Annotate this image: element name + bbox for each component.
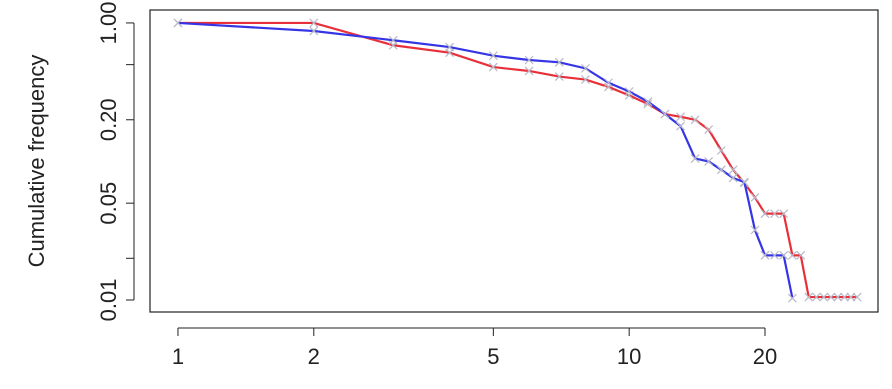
plot-frame bbox=[149, 9, 879, 313]
point-marker bbox=[760, 209, 770, 219]
point-marker bbox=[787, 293, 797, 303]
y-tick-label: 1.00 bbox=[96, 2, 121, 45]
point-marker bbox=[846, 292, 856, 302]
point-marker bbox=[624, 87, 634, 96]
point-marker bbox=[704, 157, 714, 166]
point-marker bbox=[690, 154, 700, 163]
point-marker bbox=[739, 177, 749, 187]
point-marker bbox=[704, 125, 714, 134]
point-marker bbox=[716, 146, 726, 155]
point-marker bbox=[770, 209, 779, 219]
point-marker bbox=[760, 250, 770, 260]
point-marker bbox=[643, 97, 653, 107]
series-line bbox=[177, 21, 858, 299]
point-marker bbox=[581, 75, 590, 85]
point-marker bbox=[811, 292, 821, 302]
point-marker bbox=[676, 112, 686, 122]
point-marker bbox=[750, 193, 760, 202]
point-marker bbox=[690, 115, 700, 125]
point-marker bbox=[779, 250, 789, 260]
point-marker bbox=[779, 209, 789, 219]
point-marker bbox=[309, 26, 319, 36]
point-marker bbox=[716, 165, 726, 175]
point-marker bbox=[826, 292, 836, 302]
point-marker bbox=[787, 250, 797, 260]
y-tick-label: 0.05 bbox=[96, 182, 121, 225]
point-marker bbox=[554, 57, 564, 67]
point-marker bbox=[445, 42, 455, 52]
point-marker bbox=[581, 63, 590, 73]
point-marker bbox=[676, 121, 686, 131]
point-marker bbox=[524, 66, 534, 76]
x-tick-label: 10 bbox=[617, 344, 641, 369]
point-marker bbox=[796, 250, 806, 260]
y-tick-label: 0.01 bbox=[96, 279, 121, 322]
point-marker bbox=[388, 35, 398, 45]
point-marker bbox=[524, 55, 534, 65]
point-marker bbox=[173, 18, 183, 28]
y-axis-label: Cumulative frequency bbox=[24, 55, 49, 268]
x-tick-label: 1 bbox=[172, 344, 184, 369]
x-tick-label: 20 bbox=[753, 344, 777, 369]
point-marker bbox=[488, 62, 498, 72]
point-marker bbox=[488, 51, 498, 61]
point-marker bbox=[750, 225, 760, 235]
point-marker bbox=[604, 78, 613, 88]
point-marker bbox=[770, 250, 779, 260]
point-marker bbox=[728, 165, 738, 175]
point-marker bbox=[309, 18, 319, 28]
point-marker bbox=[554, 72, 564, 82]
y-tick-label: 0.20 bbox=[96, 98, 121, 141]
point-marker bbox=[852, 292, 862, 302]
point-marker bbox=[840, 292, 849, 302]
point-marker bbox=[804, 292, 814, 302]
x-tick-label: 5 bbox=[487, 344, 499, 369]
point-marker bbox=[728, 173, 738, 183]
x-tick-label: 2 bbox=[308, 344, 320, 369]
point-marker bbox=[833, 292, 843, 302]
point-marker bbox=[819, 292, 829, 302]
point-marker bbox=[660, 109, 670, 119]
